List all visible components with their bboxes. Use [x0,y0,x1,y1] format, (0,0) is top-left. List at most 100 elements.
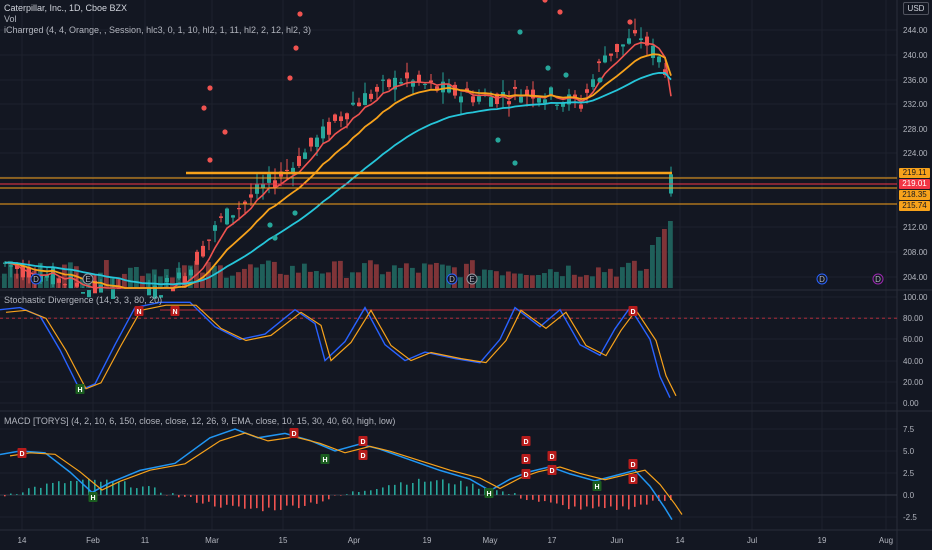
volume-bar [404,263,409,288]
macd-histogram-bar [58,481,60,495]
candle-body [519,96,523,103]
macd-histogram-bar [340,495,342,496]
stoch-legend[interactable]: Stochastic Divergence (14, 3, 3, 80, 20) [4,295,163,305]
stoch-axis-label: 60.00 [903,335,924,344]
symbol-title[interactable]: Caterpillar, Inc., 1D, Cboe BZX [4,3,128,13]
macd-histogram-bar [82,479,84,495]
price-candles[interactable] [3,18,673,299]
macd-histogram-bar [94,479,96,495]
candle-body [345,113,349,120]
volume-bar [284,274,289,288]
event-marker-label: E [469,275,474,284]
candle-body [555,104,559,106]
macd-histogram-bar [652,495,654,501]
volume-bar [536,274,541,288]
macd-legend[interactable]: MACD [TORYS] (4, 2, 10, 6, 150, close, c… [4,416,396,426]
macd-histogram-bar [664,495,666,501]
candle-body [507,101,511,105]
candle-body [315,137,319,147]
macd-histogram-bar [136,488,138,495]
pivot-tag-box [289,428,299,438]
pivot-tag-label: D [360,453,365,460]
macd-histogram-bar [406,484,408,495]
candle-body [441,81,445,93]
candle-body [9,265,13,267]
time-axis-label: 19 [818,536,827,545]
pivot-tag-box [75,384,85,394]
macd-histogram-bar [574,495,576,507]
macd-histogram-bar [298,495,300,509]
macd-histogram-bar [328,495,330,500]
time-axis-label: 14 [676,536,685,545]
event-marker-icon [872,273,884,285]
macd-histogram-bar [400,482,402,495]
horizontal-levels [0,171,897,205]
macd-histogram-bar [634,495,636,507]
indicator-legend[interactable]: iCharrged (4, 4, Orange, , Session, hlc3… [4,25,312,35]
candle-body [357,102,361,107]
volume-bar [332,261,337,288]
candle-body [201,245,205,257]
macd-histogram-bar [502,491,504,495]
volume-bar [218,265,223,288]
buy-signal-dot [597,77,603,83]
candle-body [561,102,565,107]
event-marker-label: D [33,275,39,284]
pivot-tag-box [628,474,638,484]
buy-signal-dot [267,222,273,228]
macd-histogram-bar [190,495,192,497]
candle-body [489,97,493,107]
candle-body [15,265,19,269]
candle-body [579,104,583,109]
event-marker-label: D [819,275,825,284]
volume-bar [662,229,667,288]
macd-axis-label: 0.0 [903,491,915,500]
macd-histogram-bar [640,495,642,505]
macd-histogram-bar [358,491,360,495]
macd-histogram-bar [88,478,90,495]
volume-bar [278,273,283,288]
macd-histogram-bar [538,495,540,502]
price-axis-label: 232.00 [903,100,928,109]
volume-bar [368,260,373,288]
candle-body [321,126,325,139]
volume-bar [308,271,313,288]
volume-bar [500,275,505,288]
buy-signal-dot [292,210,298,216]
macd-histogram-bar [184,495,186,497]
volume-bar [212,266,217,288]
pivot-tag-label: H [594,484,599,491]
volume-bar [344,277,349,288]
macd-axis-label: 5.0 [903,447,915,456]
candle-body [291,167,295,175]
sell-signal-dot [293,45,299,51]
candle-body [327,121,331,135]
candle-body [285,169,289,172]
candle-body [309,137,313,147]
macd-histogram-bar [46,483,48,495]
macd-histogram-bar [76,480,78,495]
candle-body [153,285,157,299]
candle-body [591,79,595,87]
macd-histogram-bar [562,495,564,506]
volume-legend[interactable]: Vol [4,14,17,24]
pivot-tag-box [358,450,368,460]
macd-histogram-bar [244,495,246,509]
main-legend: Caterpillar, Inc., 1D, Cboe BZX Vol iCha… [4,3,311,36]
macd-histogram-bar [388,485,390,495]
macd-signal-line [9,432,683,515]
stoch-axis-label: 100.00 [903,293,928,302]
macd-histogram-bar [616,495,618,510]
macd-histogram-bar [142,486,144,495]
event-marker-label: D [449,275,455,284]
volume-bar [602,272,607,288]
currency-button[interactable]: USD [903,2,929,15]
macd-histogram-bar [394,484,396,495]
volume-bar [650,245,655,288]
ema-fast-line [4,41,672,289]
candle-body [525,89,529,95]
price-badge: 215.74 [899,201,930,211]
macd-histogram-bar [232,495,234,506]
